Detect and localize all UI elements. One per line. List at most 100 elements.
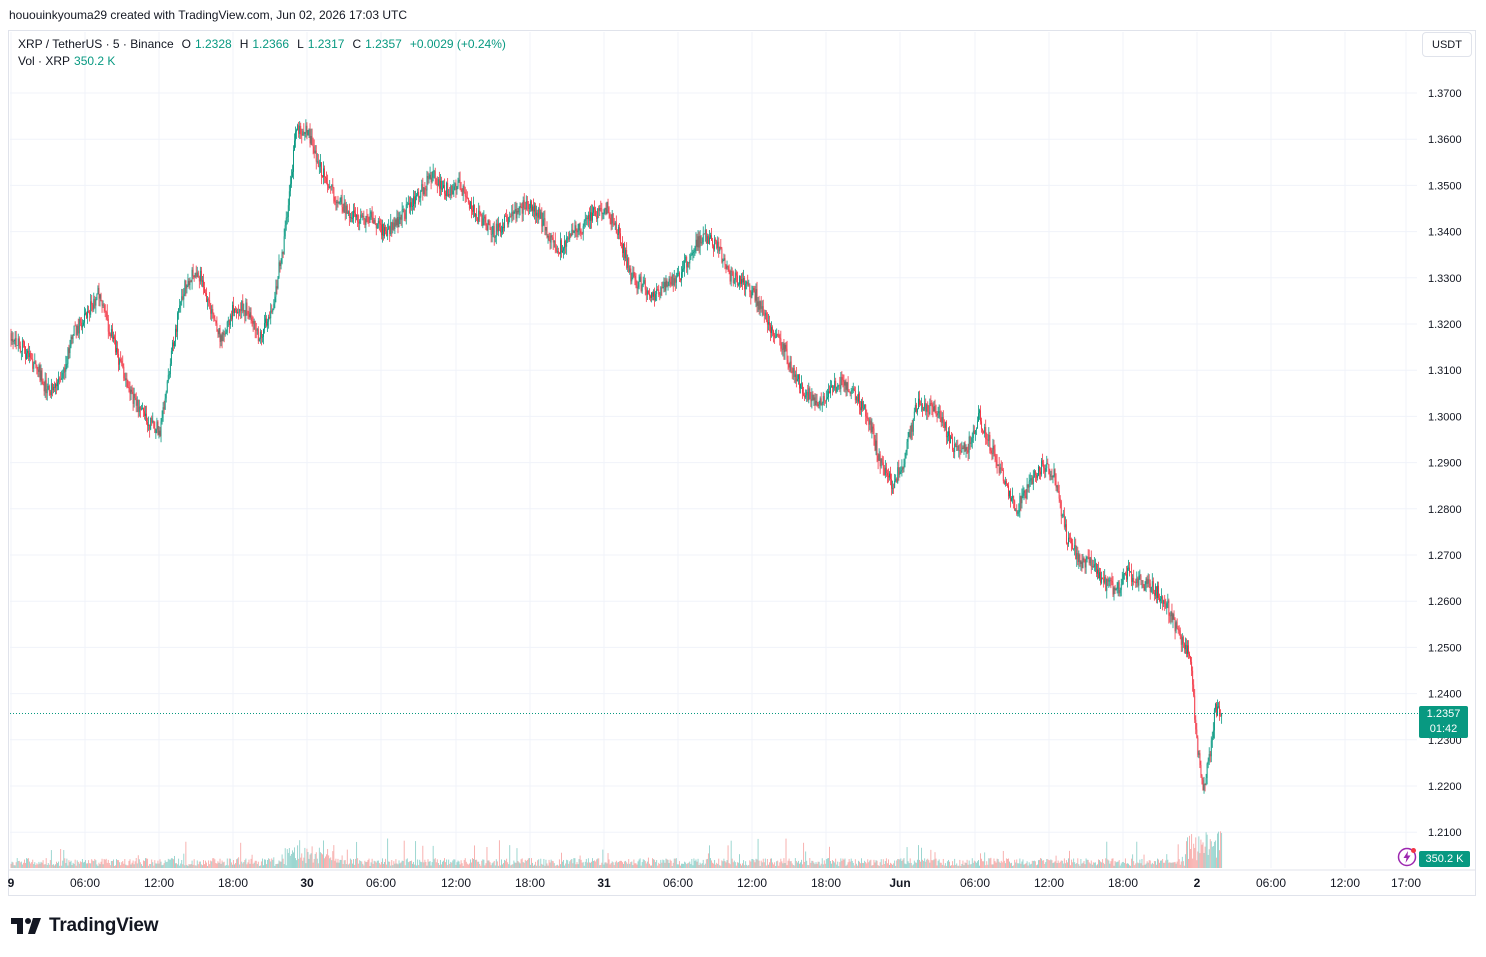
candle-body: [982, 428, 984, 431]
volume-badge: 350.2 K: [1419, 851, 1470, 867]
volume-bar: [912, 864, 914, 868]
volume-bar: [804, 861, 806, 868]
candle-body: [629, 268, 631, 273]
volume-bar: [845, 865, 847, 868]
candle-body: [323, 168, 324, 177]
candle-body: [482, 218, 484, 226]
candle-body: [1171, 611, 1173, 621]
candle-body: [314, 150, 316, 154]
volume-bar: [728, 862, 730, 868]
volume-bar: [667, 859, 669, 868]
candle-body: [1059, 498, 1061, 502]
volume-bar: [849, 861, 851, 868]
tradingview-brand[interactable]: TradingView: [11, 915, 159, 937]
volume-bar: [216, 863, 218, 868]
volume-bar: [217, 861, 219, 868]
volume-bar: [311, 846, 313, 868]
candle-body: [570, 233, 572, 236]
currency-button[interactable]: USDT: [1422, 32, 1472, 57]
volume-bar: [289, 855, 291, 868]
volume-bar: [200, 864, 202, 868]
candle-body: [920, 404, 921, 406]
volume-bar: [730, 840, 732, 868]
candle-body: [1176, 622, 1178, 629]
candle-body: [537, 212, 539, 218]
candle-body: [334, 201, 336, 203]
candle-body: [280, 262, 282, 267]
volume-bar: [516, 848, 518, 868]
volume-bar: [502, 864, 503, 868]
candle-body: [142, 407, 144, 412]
legend-symbol[interactable]: XRP / TetherUS · 5 · Binance: [18, 36, 174, 51]
candle-body: [687, 262, 689, 268]
volume-bar: [1163, 862, 1165, 868]
candle-body: [230, 315, 232, 320]
volume-bar: [277, 863, 279, 868]
candle-body: [694, 246, 696, 252]
volume-bar: [1079, 865, 1081, 868]
volume-bar: [930, 849, 932, 868]
volume-bar: [887, 859, 889, 868]
candle-body: [170, 351, 172, 364]
lightning-icon[interactable]: [1397, 847, 1417, 867]
candle-body: [1189, 653, 1190, 657]
volume-bar: [670, 860, 672, 868]
candle-body: [218, 327, 220, 335]
candle-body: [426, 176, 428, 191]
candle-body: [32, 359, 34, 369]
candle-body: [303, 131, 305, 134]
candle-body: [178, 308, 180, 313]
candle-body: [877, 455, 879, 461]
candle-body: [996, 460, 998, 466]
volume-bar: [906, 847, 908, 868]
volume-bar: [65, 863, 67, 868]
candle-body: [1161, 596, 1163, 599]
volume-bar: [185, 841, 187, 868]
volume-bar: [76, 860, 78, 868]
candle-body: [1132, 577, 1134, 582]
candle-body: [136, 399, 138, 406]
candle-body: [1113, 587, 1115, 595]
legend-volume-label[interactable]: Vol · XRP: [18, 53, 71, 68]
volume-bar: [456, 862, 458, 868]
volume-bar: [249, 863, 251, 868]
volume-bar: [938, 859, 940, 868]
volume-bar: [1022, 859, 1024, 868]
volume-bar: [385, 858, 387, 868]
candle-body: [978, 413, 979, 422]
candle-body: [225, 332, 227, 335]
candle-body: [528, 208, 530, 209]
candle-body: [477, 217, 479, 222]
candle-body: [92, 304, 94, 310]
candle-body: [318, 166, 320, 168]
volume-bar: [323, 840, 324, 868]
volume-bar: [708, 845, 710, 868]
volume-bar: [1040, 858, 1041, 868]
volume-bar: [857, 860, 859, 868]
candle-body: [239, 309, 241, 313]
volume-bar: [816, 863, 818, 868]
candle-body: [1030, 478, 1032, 481]
volume-bar: [70, 860, 72, 868]
volume-bar: [450, 861, 452, 868]
candle-body: [1135, 582, 1137, 584]
volume-bar: [820, 863, 822, 868]
volume-bar: [408, 861, 410, 868]
volume-bar: [30, 863, 32, 868]
volume-bar: [692, 865, 694, 868]
candle-body: [1209, 753, 1211, 757]
candle-body: [546, 227, 548, 238]
candle-body: [729, 270, 731, 282]
candle-body: [966, 447, 968, 451]
volume-bar: [642, 859, 644, 868]
volume-bar: [301, 853, 303, 868]
candle-body: [565, 240, 567, 247]
volume-bar: [801, 859, 802, 868]
candle-body: [655, 294, 657, 301]
volume-bar: [972, 862, 974, 868]
volume-bar: [570, 859, 572, 868]
volume-bar: [227, 865, 229, 868]
volume-bar: [246, 864, 248, 868]
volume-bar: [11, 861, 13, 868]
